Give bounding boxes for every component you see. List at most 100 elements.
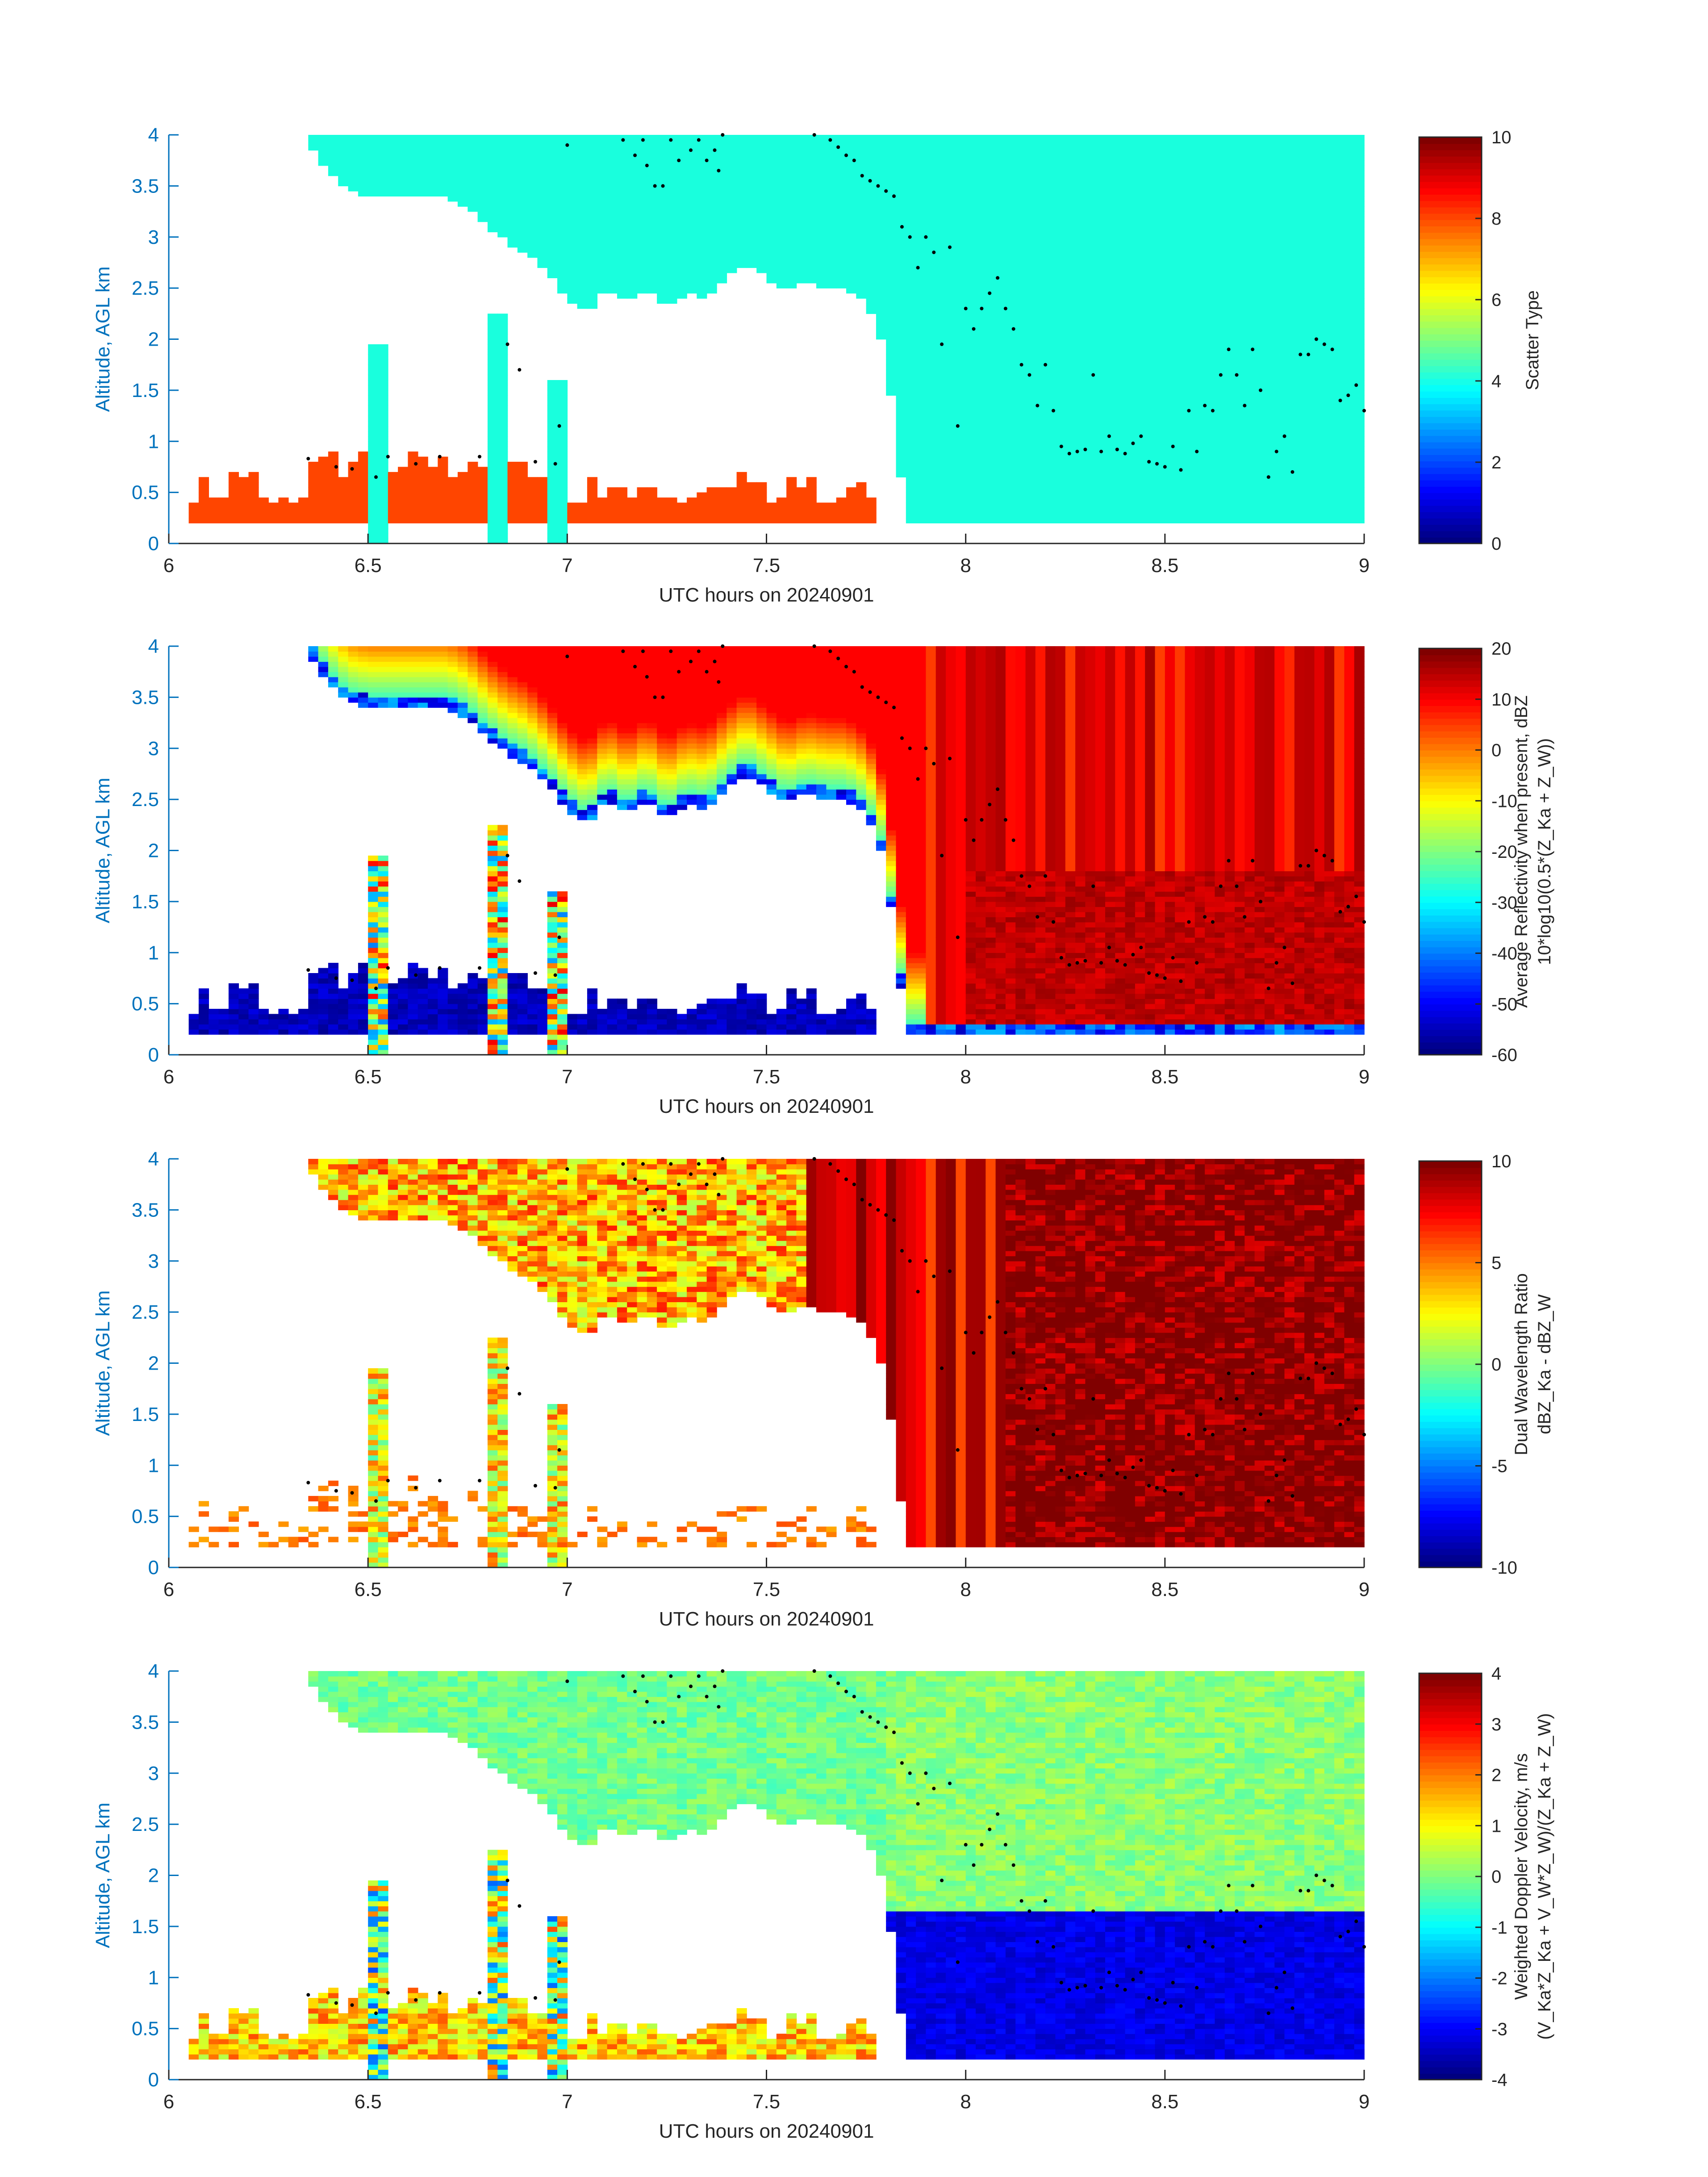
heatmap-cell: [478, 518, 488, 523]
heatmap-cell: [966, 145, 976, 150]
heatmap-cell: [398, 171, 408, 176]
heatmap-cell: [856, 493, 866, 498]
heatmap-cell: [468, 472, 478, 477]
heatmap-cell: [1235, 431, 1245, 436]
heatmap-cell: [796, 145, 806, 150]
heatmap-cell: [786, 263, 797, 268]
heatmap-cell: [1175, 493, 1185, 498]
heatmap-cell: [856, 155, 866, 161]
heatmap-cell: [986, 518, 996, 523]
heatmap-cell: [1006, 426, 1016, 431]
heatmap-cell: [1036, 166, 1046, 171]
heatmap-cell: [1185, 508, 1195, 513]
heatmap-cell: [916, 497, 926, 503]
heatmap-cell: [986, 416, 996, 421]
heatmap-cell: [866, 217, 877, 222]
heatmap-cell: [707, 186, 717, 191]
heatmap-cell: [1085, 288, 1095, 293]
heatmap-cell: [1195, 380, 1205, 385]
heatmap-cell: [1115, 212, 1125, 217]
heatmap-cell: [1175, 416, 1185, 421]
heatmap-cell: [777, 171, 787, 176]
heatmap-cell: [756, 518, 767, 523]
heatmap-cell: [1036, 181, 1046, 186]
heatmap-cell: [1075, 436, 1086, 442]
heatmap-cell: [1215, 278, 1225, 283]
heatmap-cell: [1205, 283, 1215, 288]
heatmap-cell: [896, 416, 906, 421]
heatmap-cell: [567, 263, 577, 268]
heatmap-cell: [926, 258, 936, 263]
heatmap-cell: [946, 329, 956, 334]
heatmap-cell: [916, 303, 926, 309]
heatmap-cell: [777, 196, 787, 201]
heatmap-cell: [1026, 411, 1036, 416]
heatmap-cell: [318, 150, 329, 155]
heatmap-cell: [777, 186, 787, 191]
heatmap-cell: [607, 247, 618, 253]
heatmap-cell: [1036, 493, 1046, 498]
heatmap-cell: [1175, 508, 1185, 513]
heatmap-cell: [567, 288, 577, 293]
heatmap-cell: [747, 206, 757, 212]
heatmap-cell: [1175, 339, 1185, 345]
heatmap-cell: [876, 309, 886, 314]
heatmap-cell: [1045, 380, 1056, 385]
heatmap-cell: [966, 206, 976, 212]
heatmap-cell: [727, 263, 737, 268]
heatmap-cell: [1036, 380, 1046, 385]
heatmap-cell: [966, 339, 976, 345]
heatmap-cell: [1235, 462, 1245, 467]
heatmap-cell: [796, 135, 806, 140]
heatmap-cell: [687, 140, 697, 145]
heatmap-cell: [587, 201, 597, 207]
heatmap-cell: [1135, 313, 1145, 319]
heatmap-cell: [856, 166, 866, 171]
heatmap-cell: [896, 344, 906, 350]
heatmap-cell: [518, 242, 528, 247]
heatmap-cell: [1006, 462, 1016, 467]
heatmap-cell: [856, 497, 866, 503]
heatmap-cell: [557, 247, 568, 253]
heatmap-cell: [637, 155, 647, 161]
heatmap-cell: [796, 518, 806, 523]
heatmap-cell: [1115, 411, 1125, 416]
heatmap-cell: [836, 212, 847, 217]
heatmap-cell: [557, 166, 568, 171]
heatmap-cell: [587, 150, 597, 155]
heatmap-cell: [448, 477, 458, 482]
heatmap-cell: [1175, 298, 1185, 304]
heatmap-cell: [488, 375, 498, 380]
heatmap-cell: [627, 217, 637, 222]
heatmap-cell: [1155, 344, 1165, 350]
heatmap-cell: [1125, 405, 1136, 411]
heatmap-cell: [478, 503, 488, 508]
heatmap-cell: [1006, 145, 1016, 150]
heatmap-cell: [378, 385, 388, 390]
heatmap-cell: [537, 513, 547, 518]
heatmap-cell: [1145, 503, 1155, 508]
heatmap-cell: [1105, 140, 1115, 145]
heatmap-cell: [1235, 227, 1245, 232]
heatmap-cell: [1145, 349, 1155, 355]
heatmap-cell: [1195, 258, 1205, 263]
heatmap-cell: [876, 324, 886, 329]
heatmap-cell: [1075, 508, 1086, 513]
heatmap-cell: [1165, 242, 1175, 247]
heatmap-cell: [1125, 303, 1136, 309]
heatmap-cell: [1065, 349, 1076, 355]
heatmap-cell: [826, 150, 836, 155]
heatmap-cell: [986, 467, 996, 472]
heatmap-cell: [597, 166, 607, 171]
heatmap-cell: [976, 252, 986, 258]
heatmap-cell: [777, 513, 787, 518]
heatmap-cell: [1185, 431, 1195, 436]
heatmap-cell: [547, 196, 558, 201]
heatmap-cell: [677, 283, 687, 288]
heatmap-cell: [1026, 344, 1036, 350]
heatmap-cell: [1036, 472, 1046, 477]
heatmap-cell: [816, 196, 827, 201]
heatmap-cell: [946, 385, 956, 390]
heatmap-cell: [557, 390, 568, 396]
heatmap-cell: [318, 503, 329, 508]
